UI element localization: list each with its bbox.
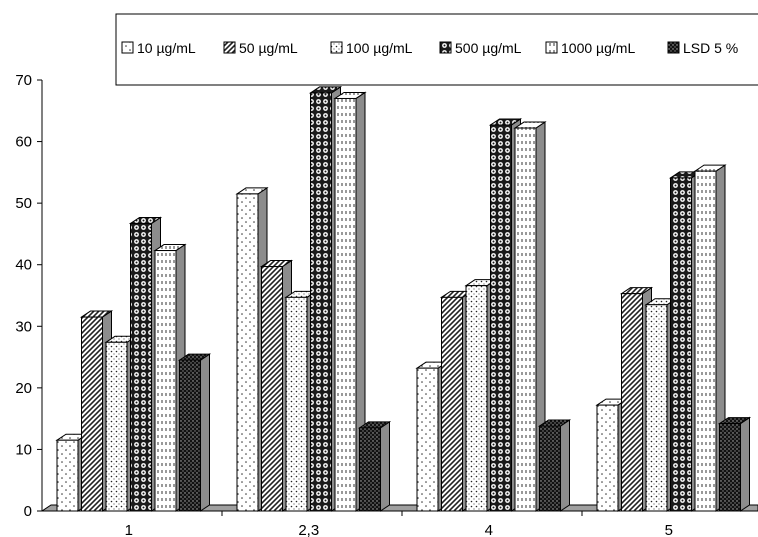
- bar-front-face: [261, 266, 283, 512]
- legend-label: 100 µg/mL: [346, 40, 413, 56]
- bars-group: [55, 85, 752, 512]
- y-tick-label: 70: [15, 72, 32, 89]
- y-tick-label: 40: [15, 257, 32, 274]
- bar-front-face: [310, 92, 332, 512]
- bar-front-face: [154, 250, 177, 512]
- legend-label: 10 µg/mL: [137, 40, 196, 56]
- bar-front-face: [236, 193, 259, 512]
- legend-label: LSD 5 %: [683, 40, 738, 56]
- legend-label: 500 µg/mL: [455, 40, 522, 56]
- bar-front-face: [465, 285, 488, 512]
- bar-front-face: [334, 97, 357, 512]
- bar: [333, 91, 367, 512]
- x-tick-label: 1: [125, 522, 133, 537]
- y-tick-label: 30: [15, 318, 32, 335]
- legend-swatch: [121, 41, 134, 54]
- bar-side-face: [740, 416, 750, 512]
- bar-front-face: [514, 127, 537, 512]
- y-tick-label: 50: [15, 195, 32, 212]
- bar-front-face: [596, 404, 619, 512]
- bar: [177, 353, 212, 512]
- bar-front-face: [359, 427, 381, 512]
- x-tick-label: 5: [665, 522, 673, 537]
- bar-front-face: [179, 359, 201, 512]
- legend-swatch: [545, 41, 558, 54]
- bar-front-face: [645, 304, 668, 512]
- legend-swatch: [330, 41, 343, 54]
- bar: [104, 335, 138, 512]
- bar-front-face: [694, 170, 717, 512]
- legend-swatch: [223, 41, 236, 54]
- bar-front-face: [719, 423, 741, 512]
- x-tick-label: 2,3: [298, 522, 319, 537]
- x-tick-label: 4: [485, 522, 493, 537]
- bar: [717, 416, 752, 512]
- bar-front-face: [285, 296, 308, 512]
- bar: [357, 420, 392, 512]
- legend-box: [115, 13, 758, 86]
- bar-front-face: [130, 222, 152, 512]
- legend: 10 µg/mL 50 µg/mL 100 µg/mL 500 µg/mL 1000 µ…: [115, 13, 758, 86]
- bar-front-face: [621, 293, 643, 512]
- bar-side-face: [380, 420, 390, 512]
- bar-side-face: [200, 353, 210, 512]
- legend-swatch: [667, 41, 680, 54]
- legend-label: 1000 µg/mL: [561, 40, 635, 56]
- axes-group: 0 10 20 30 40 50 60 70 1 2,3 4 5: [15, 72, 758, 537]
- bar-front-face: [490, 124, 512, 512]
- legend-label: 50 µg/mL: [239, 40, 298, 56]
- bar-side-face: [560, 419, 570, 512]
- bar-front-face: [416, 367, 439, 512]
- y-tick-label: 60: [15, 134, 32, 151]
- bar-front-face: [539, 425, 561, 512]
- bar-front-face: [105, 341, 128, 512]
- bar-front-face: [81, 316, 103, 512]
- y-tick-label: 0: [24, 503, 32, 520]
- bar-front-face: [670, 177, 692, 512]
- bar: [537, 419, 572, 512]
- bar-front-face: [56, 439, 79, 512]
- bar-front-face: [441, 296, 463, 512]
- legend-swatch: [439, 41, 452, 54]
- y-tick-label: 10: [15, 441, 32, 458]
- y-tick-label: 20: [15, 380, 32, 397]
